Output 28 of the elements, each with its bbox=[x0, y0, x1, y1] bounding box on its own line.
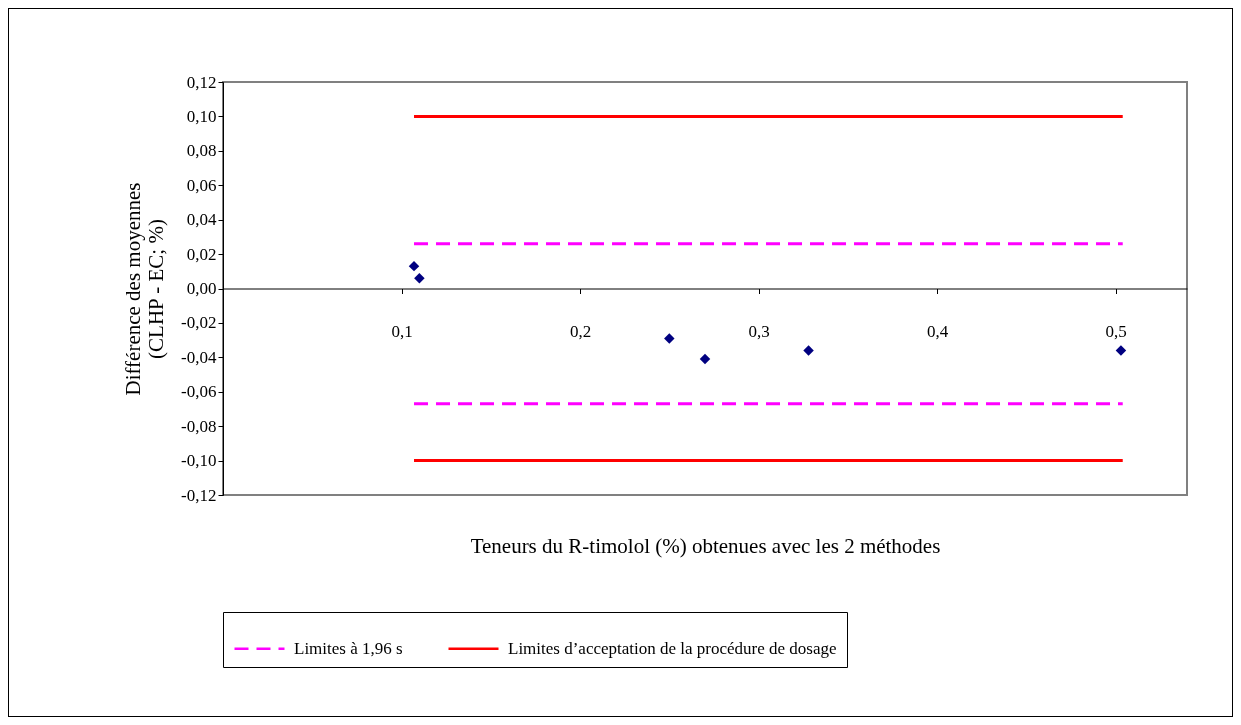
y-tick-label: 0,04 bbox=[186, 210, 217, 230]
legend-label: Limites d’acceptation de la procédure de dosage bbox=[508, 638, 837, 658]
y-tick-label: -0,04 bbox=[181, 347, 217, 367]
x-tick-label: 0,5 bbox=[1105, 322, 1127, 341]
point bbox=[664, 333, 675, 344]
y-tick-label: -0,08 bbox=[181, 416, 217, 436]
x-tick-label: 0,3 bbox=[748, 322, 770, 341]
point bbox=[699, 353, 711, 365]
point bbox=[408, 260, 420, 272]
point bbox=[414, 272, 425, 284]
x-axis-title: Teneurs du R-timolol (%) obtenues avec les 2 méthodes bbox=[470, 533, 941, 558]
point bbox=[1115, 345, 1127, 356]
y-tick-label: -0,06 bbox=[181, 382, 217, 402]
y-tick-label: 0,10 bbox=[186, 106, 217, 126]
x-tick-label: 0,1 bbox=[391, 322, 413, 341]
y-tick-label: 0,00 bbox=[186, 279, 217, 298]
y-tick-label: 0,02 bbox=[186, 244, 217, 264]
y-tick-label: -0,10 bbox=[181, 451, 217, 471]
y-tick-label: 0,12 bbox=[186, 72, 217, 92]
legend-label: Limites à 1,96 s bbox=[294, 638, 403, 658]
y-tick-label: -0,12 bbox=[181, 485, 217, 505]
point bbox=[803, 345, 814, 356]
x-tick-label: 0,2 bbox=[569, 322, 592, 341]
y-tick-label: 0,08 bbox=[186, 141, 217, 161]
x-tick-label: 0,4 bbox=[926, 322, 949, 341]
y-tick-label: -0,02 bbox=[181, 313, 217, 333]
y-tick-label: 0,06 bbox=[186, 175, 217, 195]
y-axis-title: Différence des moyennes (CLHP - EC; %) bbox=[121, 182, 169, 396]
